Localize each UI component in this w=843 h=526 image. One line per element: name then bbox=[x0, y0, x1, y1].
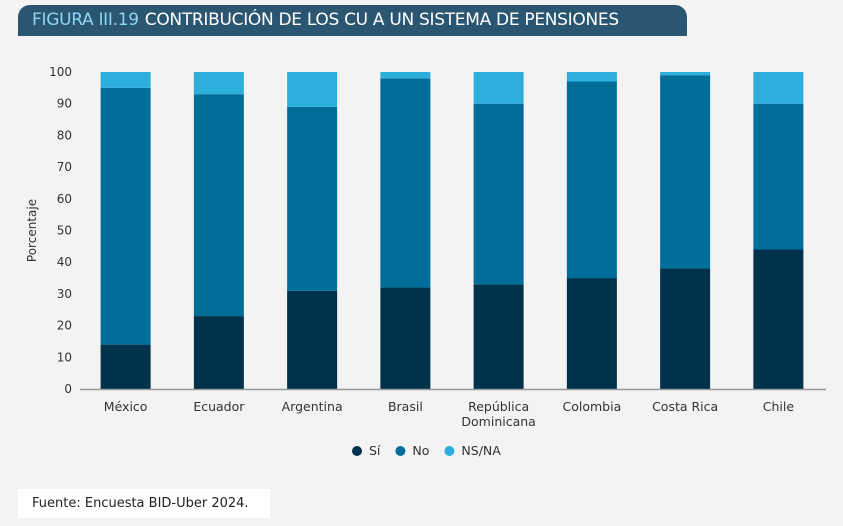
legend-marker bbox=[395, 446, 406, 456]
x-tick-label: Colombia bbox=[563, 399, 622, 414]
y-tick-label: 70 bbox=[57, 160, 72, 174]
y-tick-label: 40 bbox=[57, 255, 72, 269]
bar-segment bbox=[566, 72, 617, 82]
x-tick-label: Brasil bbox=[388, 399, 423, 414]
y-tick-label: 30 bbox=[57, 287, 72, 301]
bar-segment bbox=[287, 72, 338, 107]
x-tick-label: Ecuador bbox=[193, 399, 245, 414]
y-tick-label: 80 bbox=[57, 128, 72, 142]
bar-segment bbox=[380, 72, 431, 79]
x-tick-label: México bbox=[104, 399, 148, 414]
legend-marker bbox=[352, 446, 362, 456]
bar-segment bbox=[100, 87, 151, 345]
stacked-bar-chart: 0 10 20 30 40 50 60 70 80 90 100 Porcentaje México Ec… bbox=[25, 65, 826, 458]
bar-segment bbox=[100, 344, 151, 389]
bar-segment bbox=[473, 103, 524, 285]
bar-segment bbox=[753, 72, 804, 104]
legend-label: NS/NA bbox=[461, 443, 501, 458]
bar-segment bbox=[193, 316, 244, 389]
bar-segment bbox=[566, 81, 617, 279]
y-tick-label: 90 bbox=[57, 97, 72, 111]
bar-segment bbox=[566, 278, 617, 389]
y-tick-label: 50 bbox=[57, 224, 72, 238]
figure-title: CONTRIBUCIÓN DE LOS CU A UN SISTEMA DE P… bbox=[144, 10, 619, 30]
bar-segment bbox=[100, 72, 151, 88]
bar-segment bbox=[380, 78, 431, 288]
y-tick-label: 10 bbox=[57, 350, 72, 364]
bar-segment bbox=[287, 290, 338, 389]
x-tick-label: República bbox=[468, 399, 529, 414]
y-tick-label: 100 bbox=[49, 65, 72, 79]
y-axis-label: Porcentaje bbox=[25, 199, 39, 262]
bar-segment bbox=[753, 249, 804, 389]
x-tick-label: Costa Rica bbox=[652, 399, 718, 414]
source-note: Fuente: Encuesta BID-Uber 2024. bbox=[18, 489, 270, 518]
legend-label: No bbox=[412, 443, 429, 458]
bar-segment bbox=[473, 72, 524, 104]
legend-marker bbox=[444, 446, 455, 456]
bar-segment bbox=[193, 94, 244, 317]
bar-segment bbox=[753, 103, 804, 250]
figure-header: FIGURA III.19 CONTRIBUCIÓN DE LOS CU A UN… bbox=[18, 5, 687, 36]
bar-segment bbox=[287, 106, 338, 291]
bar-segment bbox=[660, 72, 711, 76]
bar-segment bbox=[473, 284, 524, 389]
y-tick-label: 20 bbox=[57, 319, 72, 333]
bar-segment bbox=[660, 75, 711, 269]
x-tick-label: Argentina bbox=[282, 399, 343, 414]
x-tick-label: Dominicana bbox=[461, 414, 535, 429]
bar-segment bbox=[193, 72, 244, 95]
legend-label: Sí bbox=[369, 443, 381, 458]
bar-segment bbox=[660, 268, 711, 389]
figure-number: FIGURA III.19 bbox=[32, 10, 139, 30]
x-tick-label: Chile bbox=[763, 399, 795, 414]
y-tick-label: 0 bbox=[64, 382, 72, 396]
bar-segment bbox=[380, 287, 431, 389]
y-tick-label: 60 bbox=[57, 192, 72, 206]
